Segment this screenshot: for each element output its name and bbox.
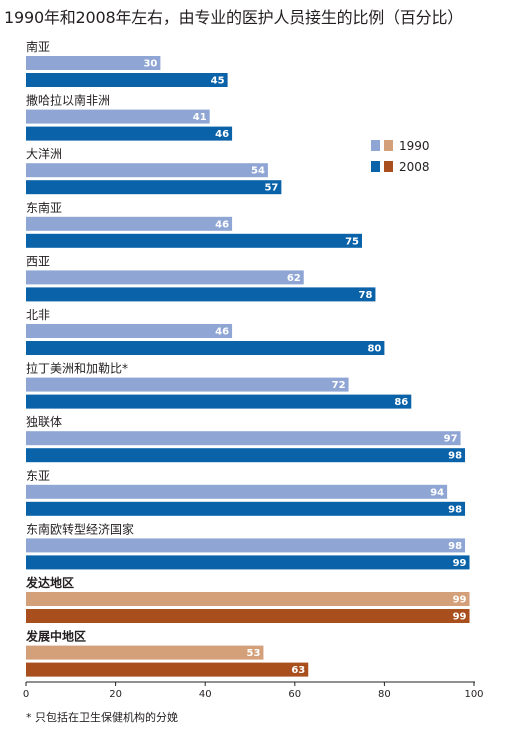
category-label: 拉丁美洲和加勒比* xyxy=(26,361,128,376)
bar-value-label: 98 xyxy=(448,504,462,515)
category-label: 东南欧转型经济国家 xyxy=(26,521,134,536)
category-label: 南亚 xyxy=(26,39,50,54)
bar-value-label: 46 xyxy=(215,129,229,140)
bar-value-label: 62 xyxy=(287,273,301,284)
bar-2008 xyxy=(26,287,376,302)
bar-1990 xyxy=(26,645,264,660)
bar-2008 xyxy=(26,341,385,355)
legend-swatch-highlight xyxy=(384,140,393,151)
x-tick-label: 80 xyxy=(378,689,391,700)
bar-value-label: 78 xyxy=(359,290,373,301)
category-label: 东南亚 xyxy=(26,200,62,215)
bar-1990 xyxy=(26,270,304,285)
bar-1990 xyxy=(26,109,210,124)
bar-2008 xyxy=(26,555,470,570)
bar-1990 xyxy=(26,538,466,553)
bar-value-label: 80 xyxy=(367,344,381,355)
category-label: 发达地区 xyxy=(25,575,74,590)
bar-value-label: 75 xyxy=(345,236,359,247)
bar-2008 xyxy=(26,233,362,248)
bar-2008 xyxy=(26,180,282,195)
bar-2008 xyxy=(26,394,412,409)
bar-value-label: 57 xyxy=(264,183,278,194)
x-axis: 0 20 40 60 80 100 xyxy=(23,681,484,700)
bar-value-label: 46 xyxy=(215,327,229,338)
x-tick-label: 100 xyxy=(464,689,483,700)
bar-value-label: 54 xyxy=(251,166,265,177)
bar-value-label: 99 xyxy=(453,595,467,606)
x-tick-label: 20 xyxy=(109,689,122,700)
bar-value-label: 98 xyxy=(448,541,462,552)
bar-value-label: 99 xyxy=(453,612,467,623)
bars-layer: 30 45 41 46 54 57 46 75 62 78 46 80 72 86 97 98 94 98 98 99… xyxy=(26,56,470,677)
bar-value-label: 46 xyxy=(215,219,229,230)
chart-title: 1990年和2008年左右，由专业的医护人员接生的比例（百分比） xyxy=(4,8,464,27)
bar-2008 xyxy=(26,662,309,677)
legend-swatch xyxy=(371,140,380,151)
bar-1990 xyxy=(26,163,268,178)
category-label: 发展中地区 xyxy=(25,629,86,644)
x-tick-label: 60 xyxy=(288,689,301,700)
bar-value-label: 72 xyxy=(332,380,346,391)
legend: 1990 2008 xyxy=(371,139,430,174)
category-label: 大洋洲 xyxy=(26,146,62,161)
x-tick-label: 40 xyxy=(199,689,212,700)
bar-value-label: 63 xyxy=(291,665,305,676)
category-label: 北非 xyxy=(26,308,50,322)
category-label: 东亚 xyxy=(26,469,50,483)
bar-1990 xyxy=(26,592,470,606)
legend-label: 2008 xyxy=(399,160,430,174)
bar-2008 xyxy=(26,73,228,87)
bar-2008 xyxy=(26,609,470,623)
bar-2008 xyxy=(26,126,233,141)
bar-1990 xyxy=(26,377,349,392)
bar-value-label: 94 xyxy=(430,487,444,498)
bar-value-label: 97 xyxy=(444,434,458,445)
footnote: * 只包括在卫生保健机构的分娩 xyxy=(26,711,178,724)
bar-2008 xyxy=(26,448,466,463)
bar-value-label: 99 xyxy=(453,558,467,569)
bar-value-label: 30 xyxy=(143,59,157,70)
bar-1990 xyxy=(26,324,233,338)
category-label: 独联体 xyxy=(26,415,62,429)
x-tick-label: 0 xyxy=(23,689,29,700)
bar-1990 xyxy=(26,216,233,231)
bar-1990 xyxy=(26,56,161,70)
legend-swatch-highlight xyxy=(384,161,393,172)
bar-1990 xyxy=(26,484,448,499)
bar-value-label: 86 xyxy=(394,397,408,408)
legend-label: 1990 xyxy=(399,139,430,153)
bar-value-label: 53 xyxy=(247,648,261,659)
bar-value-label: 41 xyxy=(193,112,207,123)
bar-value-label: 98 xyxy=(448,451,462,462)
bar-value-label: 45 xyxy=(211,76,225,87)
bar-2008 xyxy=(26,501,466,516)
bar-1990 xyxy=(26,431,461,446)
category-label: 撒哈拉以南非洲 xyxy=(26,93,110,108)
category-label: 西亚 xyxy=(26,254,50,268)
legend-swatch xyxy=(371,161,380,172)
